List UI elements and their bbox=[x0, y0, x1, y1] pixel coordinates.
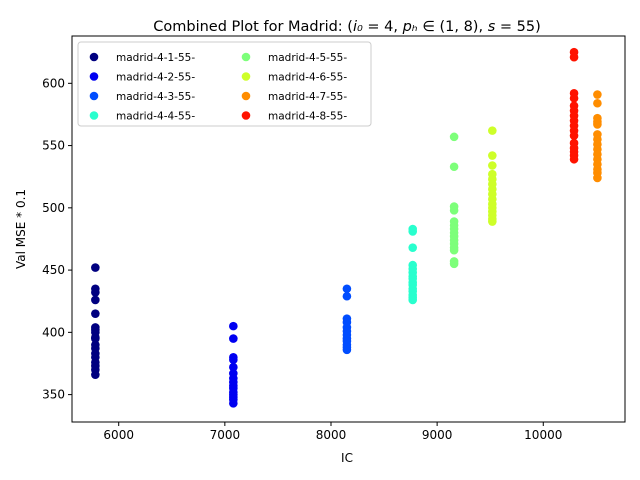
data-point bbox=[488, 217, 497, 226]
data-point bbox=[229, 355, 238, 365]
y-axis: 350 400 450 500 550 600 bbox=[42, 76, 72, 402]
series-madrid-4-3-55 bbox=[342, 284, 352, 355]
data-point bbox=[229, 399, 238, 408]
data-point bbox=[229, 321, 238, 331]
x-tick-label: 10000 bbox=[524, 428, 562, 442]
legend-marker bbox=[89, 72, 99, 81]
legend-label: madrid-4-4-55- bbox=[116, 111, 195, 123]
chart-title: Combined Plot for Madrid: (i₀ = 4, pₕ ∈ … bbox=[153, 19, 540, 35]
data-point bbox=[91, 370, 100, 379]
data-point bbox=[449, 162, 459, 172]
x-axis: 6000 7000 8000 9000 10000 bbox=[103, 422, 562, 442]
legend-label: madrid-4-2-55- bbox=[116, 72, 195, 84]
data-point bbox=[569, 93, 579, 103]
data-point bbox=[91, 309, 100, 318]
legend-item: madrid-4-8-55- bbox=[241, 111, 347, 123]
data-point bbox=[91, 288, 100, 297]
data-point bbox=[229, 362, 238, 372]
data-point bbox=[91, 263, 100, 272]
data-point bbox=[449, 245, 459, 255]
legend-box bbox=[77, 41, 372, 127]
y-tick-label: 600 bbox=[42, 76, 65, 90]
data-point bbox=[593, 90, 602, 99]
y-tick-label: 500 bbox=[42, 201, 65, 215]
data-point bbox=[569, 154, 579, 164]
y-tick-label: 400 bbox=[42, 325, 65, 339]
legend-marker bbox=[241, 52, 251, 62]
data-point bbox=[569, 52, 579, 62]
legend-marker bbox=[241, 111, 251, 120]
data-point bbox=[342, 345, 352, 355]
series-madrid-4-6-55 bbox=[488, 126, 497, 226]
data-point bbox=[488, 161, 497, 170]
legend-item: madrid-4-6-55- bbox=[241, 72, 347, 84]
legend-item: madrid-4-4-55- bbox=[89, 111, 195, 123]
data-point bbox=[488, 126, 497, 135]
legend-item: madrid-4-1-55- bbox=[89, 52, 195, 64]
data-point bbox=[449, 259, 459, 269]
series-madrid-4-1-55 bbox=[91, 263, 100, 379]
y-tick-label: 450 bbox=[42, 263, 65, 277]
legend-item: madrid-4-3-55- bbox=[89, 91, 195, 103]
data-point bbox=[408, 227, 418, 236]
data-point bbox=[449, 132, 459, 142]
legend: madrid-4-1-55- madrid-4-2-55- madrid-4-3-5… bbox=[77, 41, 372, 127]
data-point bbox=[593, 173, 602, 183]
legend-marker bbox=[241, 72, 251, 81]
data-points bbox=[91, 47, 602, 408]
x-axis-label: IC bbox=[341, 451, 353, 465]
legend-label: madrid-4-3-55- bbox=[116, 91, 195, 103]
data-point bbox=[229, 334, 238, 343]
legend-marker bbox=[241, 91, 251, 101]
legend-label: madrid-4-1-55- bbox=[116, 52, 195, 64]
legend-marker bbox=[89, 52, 99, 62]
y-axis-label: Val MSE * 0.1 bbox=[14, 189, 28, 269]
data-point bbox=[569, 131, 579, 140]
data-point bbox=[342, 291, 352, 301]
legend-item: madrid-4-5-55- bbox=[241, 52, 347, 64]
data-point bbox=[342, 284, 352, 294]
y-tick-label: 550 bbox=[42, 139, 65, 153]
data-point bbox=[408, 295, 418, 305]
series-madrid-4-8-55 bbox=[569, 47, 579, 164]
data-point bbox=[91, 334, 100, 343]
legend-marker bbox=[89, 91, 99, 101]
data-point bbox=[593, 98, 602, 108]
y-tick-label: 350 bbox=[42, 388, 65, 402]
data-point bbox=[91, 295, 100, 305]
data-point bbox=[449, 206, 459, 215]
legend-label: madrid-4-8-55- bbox=[268, 111, 347, 123]
x-tick-label: 7000 bbox=[210, 428, 241, 442]
data-point bbox=[408, 243, 418, 252]
x-tick-label: 8000 bbox=[316, 428, 347, 442]
legend-label: madrid-4-7-55- bbox=[268, 91, 347, 103]
series-madrid-4-2-55 bbox=[229, 321, 238, 408]
series-madrid-4-7-55 bbox=[593, 90, 602, 183]
legend-label: madrid-4-5-55- bbox=[268, 52, 347, 64]
plot-frame bbox=[71, 35, 626, 423]
legend-label: madrid-4-6-55- bbox=[268, 72, 347, 84]
x-tick-label: 6000 bbox=[103, 428, 134, 442]
data-point bbox=[593, 120, 602, 129]
x-tick-label: 9000 bbox=[422, 428, 453, 442]
legend-item: madrid-4-2-55- bbox=[89, 72, 195, 84]
legend-item: madrid-4-7-55- bbox=[241, 91, 347, 103]
series-madrid-4-4-55 bbox=[408, 224, 418, 305]
data-point bbox=[488, 151, 497, 160]
series-madrid-4-5-55 bbox=[449, 132, 459, 269]
legend-marker bbox=[89, 111, 99, 120]
